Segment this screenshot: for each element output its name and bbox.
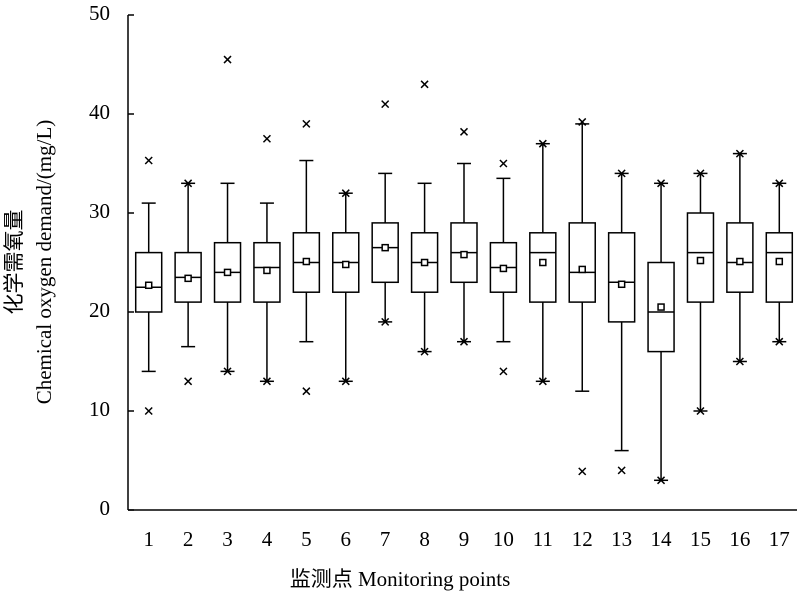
outlier [538, 139, 547, 148]
mean [420, 258, 429, 267]
box [371, 222, 399, 284]
outlier [420, 80, 429, 89]
outlier [341, 377, 350, 386]
mean [775, 257, 784, 266]
y-tick-label: 30 [89, 199, 110, 223]
x-tick-label: 6 [341, 527, 352, 551]
x-tick-label: 16 [729, 527, 750, 551]
outlier [223, 367, 232, 376]
x-tick-label: 1 [143, 527, 154, 551]
x-tick-label: 10 [493, 527, 514, 551]
outlier [775, 337, 784, 346]
mean [263, 266, 271, 275]
x-tick-label: 8 [419, 527, 430, 551]
outlier [262, 134, 271, 143]
outlier [223, 55, 232, 64]
outlier [302, 387, 311, 396]
x-tick-label: 5 [301, 527, 312, 551]
mean [657, 303, 665, 311]
outlier [735, 149, 744, 158]
y-tick-label: 20 [89, 298, 110, 322]
y-axis-label: 化学需氧量 [2, 210, 26, 315]
outlier [184, 179, 193, 188]
outlier [302, 119, 311, 128]
outlier [499, 159, 508, 168]
box [726, 222, 754, 293]
outlier [617, 466, 626, 475]
y-axis-label: Chemical oxygen demand/(mg/L) [32, 120, 56, 405]
y-tick-label: 10 [89, 397, 110, 421]
outlier [499, 367, 508, 376]
x-tick-label: 4 [262, 527, 273, 551]
y-tick-label: 50 [89, 1, 110, 25]
box [134, 251, 163, 313]
box [607, 232, 636, 323]
outlier [657, 476, 666, 485]
outlier [262, 377, 271, 386]
box [686, 212, 715, 303]
outlier [459, 127, 469, 136]
outlier [775, 179, 784, 188]
x-tick-label: 2 [183, 527, 194, 551]
outlier [617, 169, 626, 178]
x-tick-label: 3 [222, 527, 233, 551]
mean [578, 265, 586, 274]
box [253, 241, 281, 303]
y-tick-label: 0 [100, 496, 111, 520]
mean [302, 257, 311, 266]
x-tick-label: 15 [690, 527, 711, 551]
box [765, 232, 794, 303]
mean [342, 260, 350, 269]
mean [223, 268, 232, 277]
mean [381, 243, 389, 252]
outlier [538, 377, 547, 386]
x-tick-label: 14 [651, 527, 673, 551]
outlier [420, 347, 429, 356]
mean [736, 257, 744, 266]
outlier [578, 467, 587, 476]
x-tick-label: 7 [380, 527, 391, 551]
outlier [696, 406, 705, 416]
mean [499, 264, 508, 273]
outlier [381, 317, 390, 326]
x-tick-label: 11 [533, 527, 553, 551]
x-tick-label: 12 [572, 527, 593, 551]
x-tick-label: 13 [611, 527, 632, 551]
mean [539, 258, 547, 267]
outlier [381, 100, 390, 109]
box [568, 222, 596, 303]
outlier [184, 377, 193, 386]
outlier [459, 337, 469, 346]
box [529, 232, 557, 303]
outlier [735, 357, 744, 366]
mean [696, 256, 705, 265]
x-tick-label: 9 [459, 527, 470, 551]
mean [184, 274, 192, 283]
y-tick-label: 40 [89, 100, 110, 124]
outlier [144, 156, 153, 165]
outlier [578, 117, 587, 126]
mean [460, 250, 468, 259]
outlier [657, 179, 666, 188]
mean [617, 280, 626, 289]
outlier [341, 189, 350, 198]
x-axis-label: 监测点 Monitoring points [290, 567, 511, 591]
box [647, 261, 675, 353]
x-tick-label: 17 [769, 527, 790, 551]
mean [144, 281, 153, 290]
outlier [144, 406, 153, 416]
outlier [696, 169, 705, 178]
